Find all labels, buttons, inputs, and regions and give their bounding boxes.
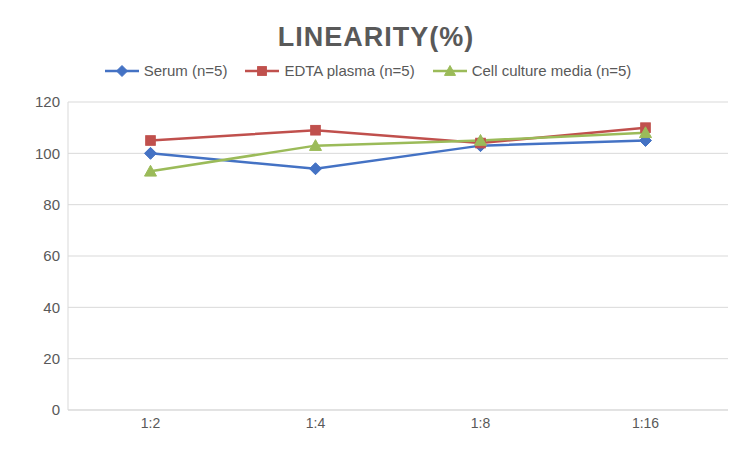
html-text:Serum (n=5): Serum (n=5) xyxy=(143,62,228,79)
svg-text:1:16: 1:16 xyxy=(632,415,659,431)
svg-text:0: 0 xyxy=(52,401,60,418)
svg-text:1:8: 1:8 xyxy=(471,415,491,431)
svg-text:1:2: 1:2 xyxy=(141,415,161,431)
html-text:LINEARITY(%): LINEARITY(%) xyxy=(277,22,475,52)
svg-text:40: 40 xyxy=(43,299,60,316)
html-text:EDTA plasma (n=5): EDTA plasma (n=5) xyxy=(284,62,415,79)
svg-text:1:4: 1:4 xyxy=(306,415,326,431)
svg-text:120: 120 xyxy=(35,93,60,110)
svg-text:80: 80 xyxy=(43,196,60,213)
svg-text:20: 20 xyxy=(43,350,60,367)
svg-text:100: 100 xyxy=(35,145,60,162)
svg-text:60: 60 xyxy=(43,247,60,264)
html-text:Cell culture media (n=5): Cell culture media (n=5) xyxy=(471,62,632,79)
